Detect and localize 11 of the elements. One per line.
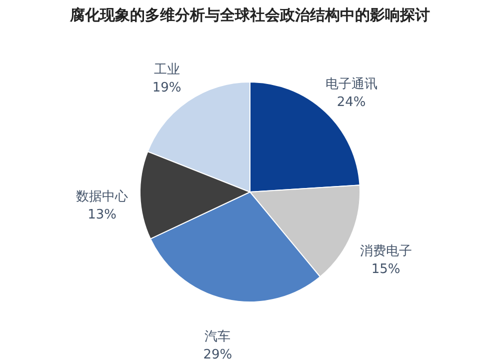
chart-title: 腐化现象的多维分析与全球社会政治结构中的影响探讨 xyxy=(69,6,430,24)
data-label: 29% xyxy=(203,347,232,362)
data-label: 15% xyxy=(371,262,400,277)
slice-label: 消费电子 xyxy=(360,244,412,259)
data-label: 13% xyxy=(88,208,117,223)
data-label: 19% xyxy=(152,80,182,96)
slice-label: 汽车 xyxy=(204,329,231,344)
data-label: 24% xyxy=(336,95,366,110)
slice-label: 工业 xyxy=(154,62,180,78)
slice-label: 电子通讯 xyxy=(325,77,378,92)
slice-label: 数据中心 xyxy=(76,188,128,205)
